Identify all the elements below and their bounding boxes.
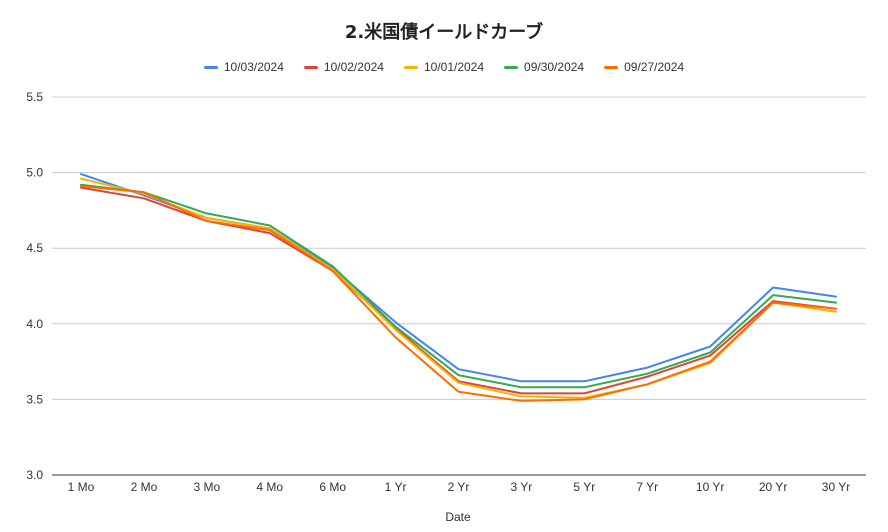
x-tick-label: 6 Mo [319, 480, 346, 494]
series-line [80, 185, 837, 402]
y-tick-label: 4.0 [26, 317, 43, 331]
legend-swatch [604, 65, 619, 69]
x-tick-label: 2 Mo [131, 480, 158, 494]
x-tick-label: 4 Mo [256, 480, 283, 494]
legend-item[interactable]: 09/27/2024 [604, 60, 684, 74]
legend-label: 09/30/2024 [524, 60, 585, 74]
x-axis-title: Date [445, 510, 471, 524]
y-tick-label: 3.0 [26, 468, 43, 482]
y-tick-label: 5.0 [26, 166, 43, 180]
legend-swatch [403, 65, 418, 69]
y-tick-label: 3.5 [26, 392, 43, 406]
y-tick-label: 5.5 [26, 90, 43, 104]
chart-title: 2.米国債イールドカーブ [344, 22, 544, 43]
legend-item[interactable]: 09/30/2024 [504, 60, 584, 74]
x-tick-label: 3 Mo [193, 480, 220, 494]
x-tick-label: 7 Yr [636, 480, 658, 494]
x-tick-label: 1 Mo [68, 480, 95, 494]
legend-label: 10/03/2024 [223, 60, 284, 74]
x-tick-label: 5 Yr [573, 480, 595, 494]
x-tick-label: 1 Yr [385, 480, 407, 494]
legend-item[interactable]: 10/03/2024 [203, 60, 284, 74]
legend-label: 10/02/2024 [323, 60, 384, 74]
series-line [80, 186, 837, 395]
y-tick-label: 4.5 [26, 241, 43, 255]
x-tick-label: 30 Yr [822, 480, 850, 494]
x-tick-label: 3 Yr [511, 480, 533, 494]
legend-swatch [203, 65, 218, 69]
legend: 10/03/2024 10/02/2024 10/01/2024 09/30/2… [0, 60, 888, 74]
x-tick-label: 2 Yr [448, 480, 470, 494]
x-tick-label: 20 Yr [759, 480, 787, 494]
legend-swatch [303, 65, 318, 69]
legend-item[interactable]: 10/01/2024 [403, 60, 485, 74]
legend-label: 09/27/2024 [624, 60, 685, 74]
series-line [80, 183, 837, 389]
legend-swatch [504, 65, 519, 69]
legend-item[interactable]: 10/02/2024 [303, 60, 384, 74]
series-line [80, 177, 837, 399]
x-tick-label: 10 Yr [696, 480, 724, 494]
legend-label: 10/01/2024 [423, 60, 485, 74]
